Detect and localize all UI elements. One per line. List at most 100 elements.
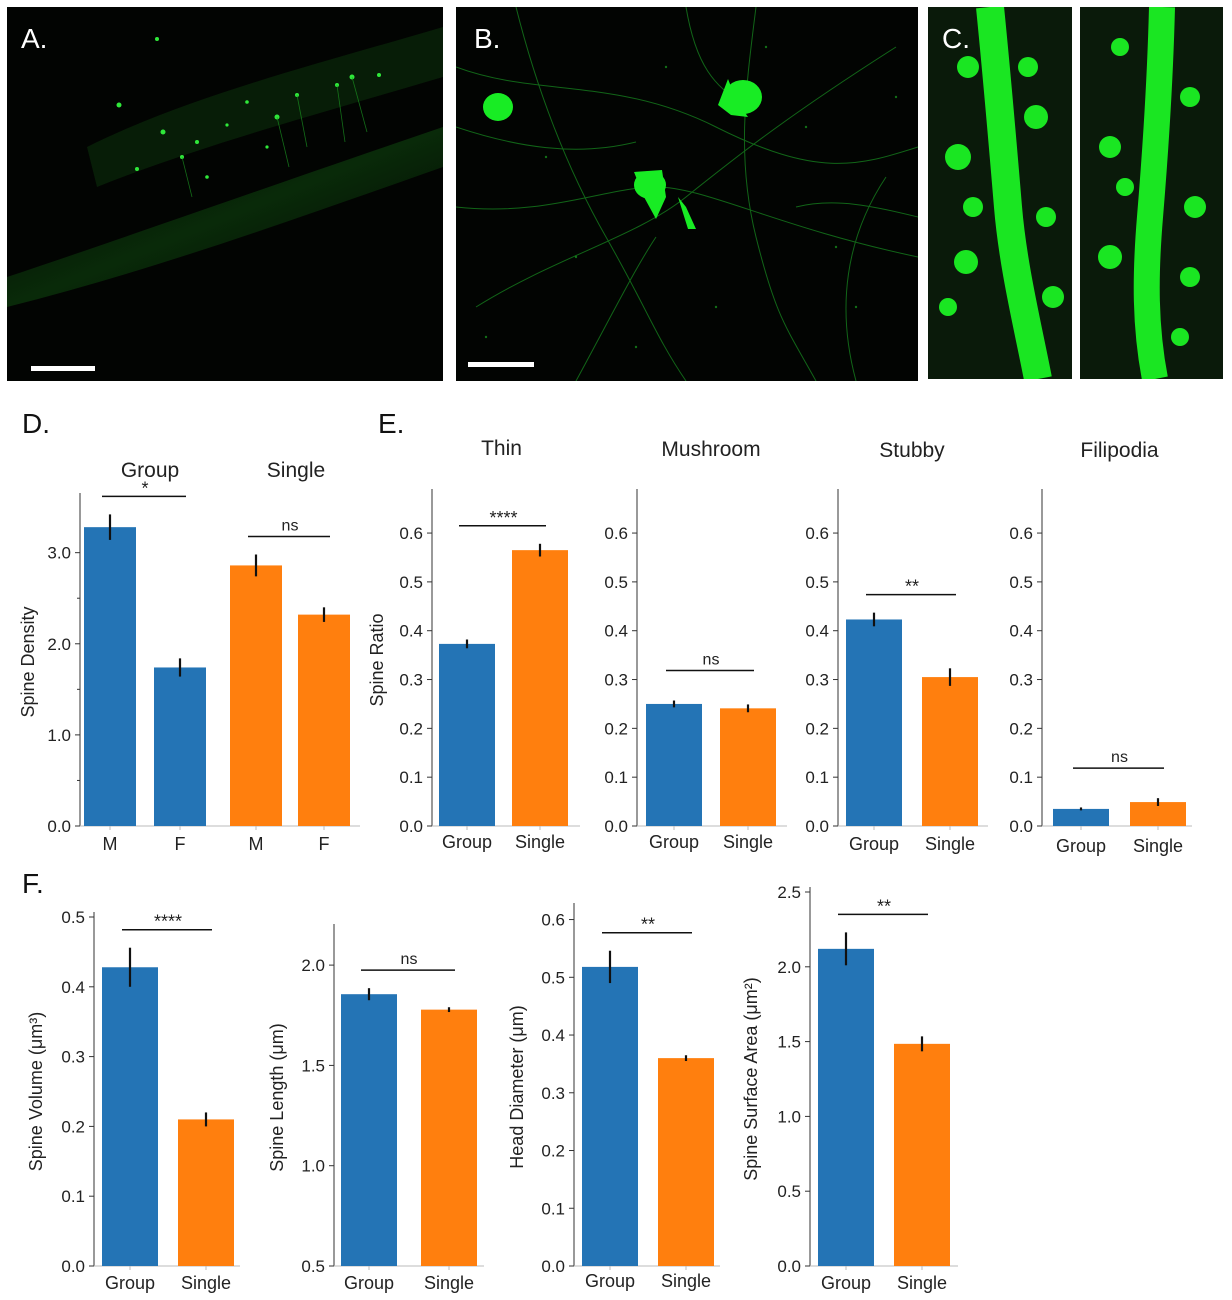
e4-ytick-label: 0.2 — [1009, 719, 1033, 738]
f4-ytick-label: 1.5 — [777, 1033, 801, 1052]
e4-bar-1 — [1130, 802, 1186, 826]
e1-title: Thin — [481, 437, 522, 460]
e3-ytick-label: 0.4 — [805, 622, 829, 641]
panel-letter-a: A. — [21, 23, 48, 54]
e3-ytick-label: 0.0 — [805, 817, 829, 836]
f2-ytick-label: 0.5 — [301, 1257, 325, 1276]
f3-ytick-label: 0.0 — [541, 1257, 565, 1276]
e4-title: Filipodia — [1080, 439, 1159, 462]
micrograph-panel-a: A. — [7, 7, 443, 381]
e1-ytick-label: 0.4 — [399, 622, 423, 641]
panel-letter-d: D. — [22, 408, 50, 439]
e4-bar-0 — [1053, 808, 1109, 826]
e1-bar-0 — [439, 643, 495, 826]
f2-significance-label: ns — [401, 951, 418, 968]
f4-bar-0 — [818, 948, 874, 1266]
f2-category-label: Single — [424, 1273, 474, 1293]
d-ytick-label: 1.0 — [47, 726, 71, 745]
dendrite-image-left — [939, 7, 1064, 379]
d-category-label: F — [175, 834, 186, 854]
f3-category-label: Single — [661, 1271, 711, 1291]
dendrite-image-right — [1098, 7, 1206, 379]
e2-bar-1 — [720, 708, 776, 826]
panel-letter-e: E. — [378, 408, 405, 439]
e3-category-label: Single — [925, 834, 975, 854]
d-significance-label: * — [141, 478, 148, 498]
e1-ytick-label: 0.1 — [399, 768, 423, 787]
f2-bar-1 — [421, 1009, 477, 1266]
f4-significance-label: ** — [877, 896, 891, 916]
e3-ytick-label: 0.3 — [805, 671, 829, 690]
e4-ytick-label: 0.5 — [1009, 573, 1033, 592]
f4-ytick-label: 1.0 — [777, 1107, 801, 1126]
e4-ytick-label: 0.0 — [1009, 817, 1033, 836]
e2-ytick-label: 0.3 — [604, 671, 628, 690]
d-significance-label: ns — [282, 517, 299, 534]
d-bar-0 — [84, 527, 136, 826]
f4-ytick-label: 2.5 — [777, 883, 801, 902]
f4-category-label: Single — [897, 1273, 947, 1293]
f3-ylabel: Head Diameter (μm) — [507, 1005, 527, 1168]
e2-title: Mushroom — [661, 438, 760, 461]
f3-ytick-label: 0.5 — [541, 968, 565, 987]
f1-bar-0 — [102, 967, 158, 1266]
d-group-label-single: Single — [267, 459, 325, 482]
f1-ylabel: Spine Volume (μm³) — [26, 1012, 46, 1171]
e3-ytick-label: 0.6 — [805, 524, 829, 543]
d-ytick-label: 0.0 — [47, 817, 71, 836]
e2-ytick-label: 0.0 — [604, 817, 628, 836]
micrograph-b-image — [456, 7, 918, 381]
micrograph-panel-b: B. — [456, 7, 918, 381]
e4-category-label: Group — [1056, 836, 1106, 856]
d-ytick-label: 2.0 — [47, 635, 71, 654]
f4-ytick-label: 0.0 — [777, 1257, 801, 1276]
e1-ylabel: Spine Ratio — [367, 613, 387, 706]
f3-ytick-label: 0.3 — [541, 1084, 565, 1103]
f2-ytick-label: 2.0 — [301, 956, 325, 975]
f2-bar-0 — [341, 994, 397, 1266]
f1-ytick-label: 0.5 — [61, 908, 85, 927]
f1-ytick-label: 0.2 — [61, 1117, 85, 1136]
e2-ytick-label: 0.5 — [604, 573, 628, 592]
e4-ytick-label: 0.6 — [1009, 524, 1033, 543]
f4-ytick-label: 0.5 — [777, 1182, 801, 1201]
d-bar-1 — [154, 667, 206, 826]
e4-ytick-label: 0.1 — [1009, 768, 1033, 787]
e3-bar-0 — [846, 619, 902, 826]
d-bar-3 — [298, 614, 350, 826]
e3-title: Stubby — [879, 439, 945, 462]
f3-significance-label: ** — [641, 915, 655, 935]
d-group-label-group: Group — [121, 459, 179, 482]
panel-letter-b: B. — [474, 23, 501, 54]
e2-ytick-label: 0.4 — [604, 622, 628, 641]
f3-ytick-label: 0.4 — [541, 1026, 565, 1045]
e2-category-label: Group — [649, 832, 699, 852]
f2-category-label: Group — [344, 1273, 394, 1293]
f1-ytick-label: 0.4 — [61, 978, 85, 997]
e1-ytick-label: 0.2 — [399, 719, 423, 738]
e4-ytick-label: 0.4 — [1009, 622, 1033, 641]
scale-bar-b — [468, 362, 534, 367]
e3-category-label: Group — [849, 834, 899, 854]
panel-letter-f: F. — [22, 868, 44, 899]
micrograph-panel-c-right — [1080, 7, 1223, 379]
f1-category-label: Single — [181, 1273, 231, 1293]
f2-ytick-label: 1.5 — [301, 1056, 325, 1075]
e4-significance-label: ns — [1111, 749, 1128, 766]
f3-category-label: Group — [585, 1271, 635, 1291]
e3-ytick-label: 0.5 — [805, 573, 829, 592]
e1-significance-label: **** — [489, 508, 517, 528]
micrograph-a-image — [7, 27, 443, 307]
f2-ylabel: Spine Length (μm) — [267, 1023, 287, 1171]
f4-bar-1 — [894, 1043, 950, 1266]
e2-bar-0 — [646, 703, 702, 826]
e1-category-label: Single — [515, 832, 565, 852]
e1-category-label: Group — [442, 832, 492, 852]
f3-bar-1 — [658, 1058, 714, 1266]
e3-significance-label: ** — [905, 577, 919, 597]
f3-ytick-label: 0.6 — [541, 911, 565, 930]
e1-ytick-label: 0.6 — [399, 524, 423, 543]
e1-ytick-label: 0.0 — [399, 817, 423, 836]
f4-ylabel: Spine Surface Area (μm²) — [741, 977, 761, 1180]
f1-bar-1 — [178, 1119, 234, 1266]
